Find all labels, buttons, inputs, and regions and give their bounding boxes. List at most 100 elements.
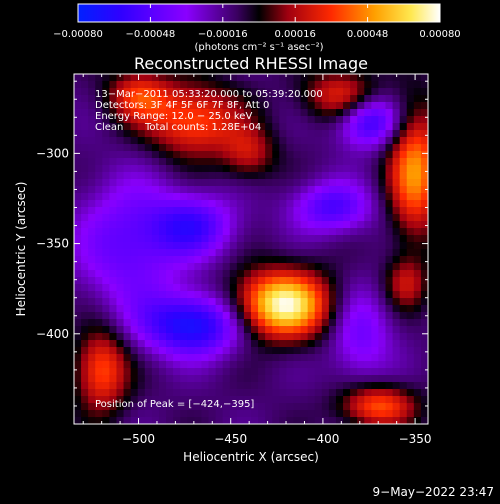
heatmap-cell [392, 123, 401, 131]
heatmap-cell [251, 88, 259, 96]
heatmap-cell [208, 207, 217, 215]
heatmap-cell [201, 305, 210, 313]
heatmap-cell [229, 326, 238, 334]
heatmap-cell [166, 368, 174, 376]
heatmap-cell [173, 389, 181, 397]
heatmap-cell [335, 305, 344, 313]
heatmap-cell [137, 74, 146, 82]
heatmap-cell [194, 102, 203, 110]
heatmap-cell [399, 207, 408, 215]
heatmap-cell [279, 74, 287, 82]
heatmap-cell [343, 319, 351, 327]
heatmap-cell [208, 172, 217, 180]
heatmap-cell [314, 116, 323, 124]
heatmap-cell [222, 158, 231, 166]
heatmap-cell [300, 81, 309, 89]
heatmap-cell [109, 116, 118, 124]
heatmap-cell [187, 186, 195, 194]
heatmap-cell [222, 354, 231, 362]
heatmap-cell [229, 95, 238, 103]
heatmap-cell [215, 389, 224, 397]
heatmap-cell [173, 214, 181, 222]
heatmap-cell [307, 81, 316, 89]
heatmap-cell [300, 172, 309, 180]
heatmap-cell [420, 235, 428, 243]
heatmap-cell [371, 375, 380, 383]
heatmap-cell [399, 375, 408, 383]
heatmap-cell [350, 284, 358, 292]
heatmap-cell [158, 74, 167, 82]
heatmap-cell [364, 144, 372, 152]
heatmap-cell [222, 207, 231, 215]
heatmap-cell [222, 95, 231, 103]
heatmap-cell [300, 228, 309, 236]
heatmap-cell [116, 144, 125, 152]
heatmap-cell [215, 228, 224, 236]
heatmap-cell [420, 193, 428, 201]
heatmap-cell [158, 158, 167, 166]
heatmap-cell [144, 144, 153, 152]
heatmap-cell [74, 368, 82, 376]
heatmap-cell [364, 333, 372, 341]
heatmap-cell [144, 368, 153, 376]
heatmap-cell [201, 277, 210, 285]
heatmap-cell [236, 116, 245, 124]
heatmap-cell [137, 123, 146, 131]
heatmap-cell [123, 81, 132, 89]
heatmap-cell [116, 193, 125, 201]
heatmap-cell [229, 81, 238, 89]
heatmap-cell [335, 368, 344, 376]
heatmap-cell [364, 305, 372, 313]
heatmap-cell [385, 200, 394, 208]
heatmap-cell [258, 88, 266, 96]
heatmap-cell [123, 263, 132, 271]
heatmap-cell [314, 74, 323, 82]
heatmap-cell [335, 207, 344, 215]
heatmap-cell [272, 298, 280, 306]
heatmap-cell [406, 158, 415, 166]
heatmap-cell [378, 319, 387, 327]
heatmap-cell [420, 340, 428, 348]
heatmap-cell [173, 312, 181, 320]
heatmap-cell [420, 410, 428, 418]
heatmap-cell [335, 88, 344, 96]
heatmap-cell [314, 389, 323, 397]
heatmap-cell [102, 151, 110, 159]
heatmap-cell [413, 116, 422, 124]
heatmap-cell [229, 130, 238, 138]
heatmap-cell [251, 354, 259, 362]
heatmap-cell [357, 88, 365, 96]
heatmap-cell [151, 333, 160, 341]
heatmap-cell [335, 312, 344, 320]
heatmap-cell [406, 228, 415, 236]
heatmap-cell [215, 151, 224, 159]
heatmap-cell [208, 186, 217, 194]
heatmap-cell [343, 214, 351, 222]
heatmap-cell [385, 228, 394, 236]
heatmap-cell [81, 312, 89, 320]
heatmap-cell [123, 368, 132, 376]
heatmap-cell [385, 81, 394, 89]
heatmap-cell [357, 389, 365, 397]
heatmap-cell [137, 368, 146, 376]
heatmap-cell [343, 130, 351, 138]
heatmap-cell [364, 123, 372, 131]
heatmap-cell [413, 172, 422, 180]
heatmap-cell [399, 410, 408, 418]
heatmap-cell [180, 165, 188, 173]
heatmap-cell [95, 179, 103, 187]
heatmap-cell [357, 116, 365, 124]
heatmap-cell [279, 214, 287, 222]
heatmap-cell [385, 354, 394, 362]
heatmap-cell [335, 123, 344, 131]
heatmap-cell [343, 95, 351, 103]
heatmap-cell [236, 221, 245, 229]
heatmap-cell [166, 326, 174, 334]
heatmap-cell [187, 284, 195, 292]
heatmap-cell [328, 81, 337, 89]
heatmap-cell [357, 368, 365, 376]
heatmap-cell [279, 137, 287, 145]
heatmap-cell [399, 158, 408, 166]
heatmap-cell [343, 235, 351, 243]
heatmap-cell [187, 193, 195, 201]
